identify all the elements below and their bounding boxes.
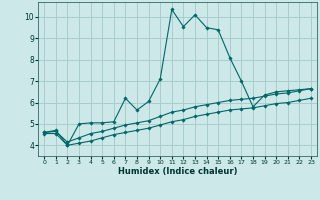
X-axis label: Humidex (Indice chaleur): Humidex (Indice chaleur) xyxy=(118,167,237,176)
